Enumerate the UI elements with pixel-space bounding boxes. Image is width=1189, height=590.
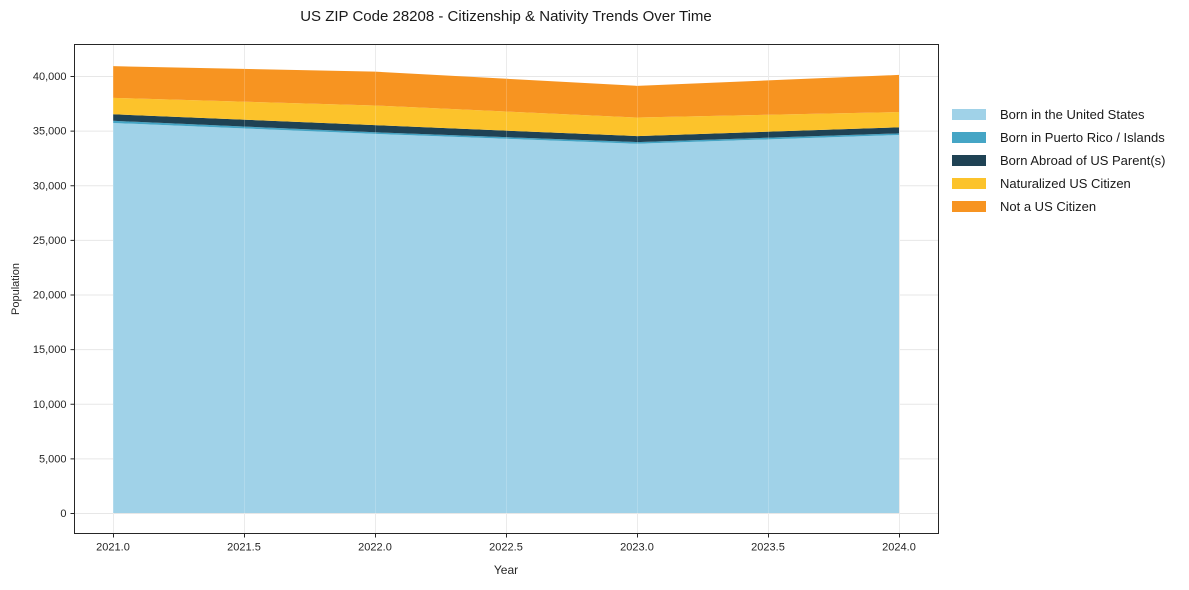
chart-title: US ZIP Code 28208 - Citizenship & Nativi… bbox=[300, 8, 712, 25]
legend-label: Born in the United States bbox=[1000, 107, 1145, 122]
y-tick-label: 35,000 bbox=[33, 126, 67, 138]
x-tick-label: 2022.5 bbox=[489, 542, 523, 554]
y-tick-label: 30,000 bbox=[33, 180, 67, 192]
legend-label: Not a US Citizen bbox=[1000, 199, 1097, 214]
legend-item-naturalized: Naturalized US Citizen bbox=[952, 172, 1165, 195]
legend-swatch-born-us bbox=[952, 109, 986, 120]
legend-label: Naturalized US Citizen bbox=[1000, 176, 1131, 191]
y-tick-label: 20,000 bbox=[33, 290, 67, 302]
area-series-2 bbox=[113, 114, 899, 143]
x-tick-label: 2022.0 bbox=[358, 542, 392, 554]
legend-item-born-pr-islands: Born in Puerto Rico / Islands bbox=[952, 126, 1165, 149]
x-tick-label: 2023.0 bbox=[620, 542, 654, 554]
y-tick-label: 25,000 bbox=[33, 235, 67, 247]
area-series-3 bbox=[113, 97, 899, 137]
x-tick-label: 2021.5 bbox=[227, 542, 261, 554]
legend-item-not-citizen: Not a US Citizen bbox=[952, 195, 1165, 218]
legend-item-born-us: Born in the United States bbox=[952, 103, 1165, 126]
x-axis-label: Year bbox=[493, 563, 519, 577]
x-tick-label: 2024.0 bbox=[882, 542, 916, 554]
legend-swatch-not-citizen bbox=[952, 201, 986, 212]
x-tick-label: 2021.0 bbox=[96, 542, 130, 554]
y-tick-label: 5,000 bbox=[39, 453, 67, 465]
legend-swatch-born-pr-islands bbox=[952, 132, 986, 143]
y-tick-label: 10,000 bbox=[33, 399, 67, 411]
y-tick-label: 40,000 bbox=[33, 71, 67, 83]
x-tick-label: 2023.5 bbox=[751, 542, 785, 554]
legend-item-born-abroad: Born Abroad of US Parent(s) bbox=[952, 149, 1165, 172]
y-tick-label: 0 bbox=[60, 508, 66, 520]
legend-label: Born Abroad of US Parent(s) bbox=[1000, 153, 1166, 168]
area-series-0 bbox=[113, 122, 899, 513]
y-tick-label: 15,000 bbox=[33, 344, 67, 356]
legend-swatch-born-abroad bbox=[952, 155, 986, 166]
legend-swatch-naturalized bbox=[952, 178, 986, 189]
area-series-4 bbox=[113, 66, 899, 118]
legend: Born in the United States Born in Puerto… bbox=[952, 103, 1165, 218]
legend-label: Born in Puerto Rico / Islands bbox=[1000, 130, 1165, 145]
